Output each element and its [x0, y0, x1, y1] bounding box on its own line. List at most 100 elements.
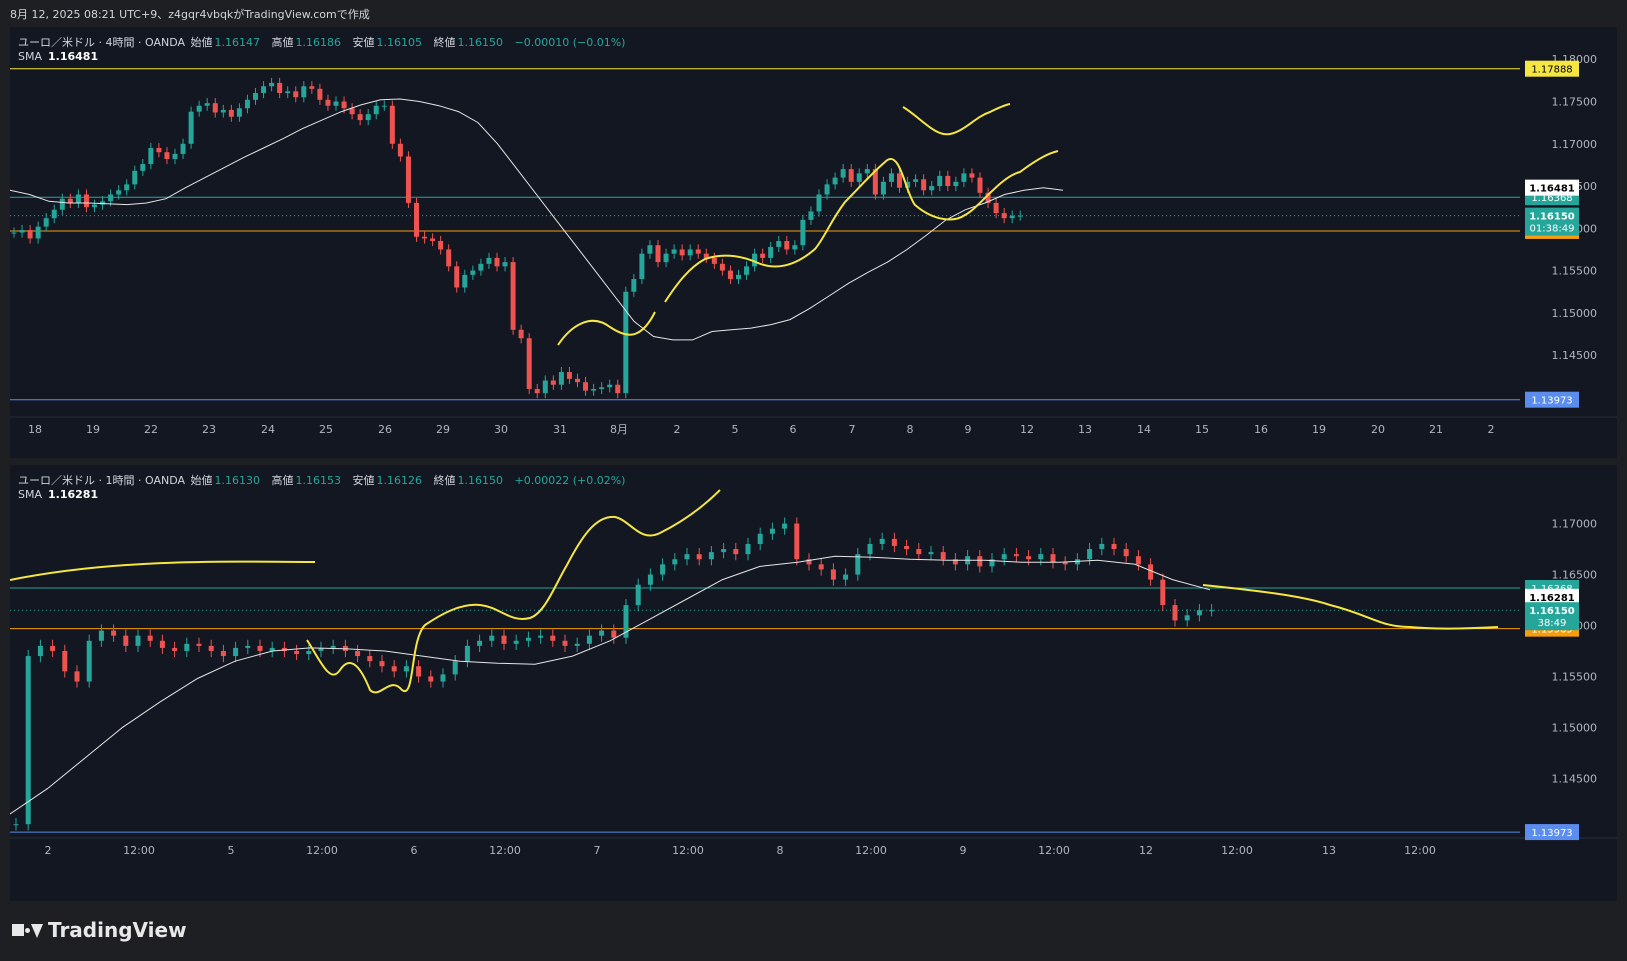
price-tag-countdown: 01:38:49 — [1530, 224, 1575, 235]
candle-body — [921, 179, 927, 191]
candle-body — [333, 101, 339, 106]
candle-body — [929, 186, 935, 191]
candle-body — [422, 236, 428, 239]
candle-body — [855, 554, 861, 575]
candle-body — [13, 824, 19, 826]
candle-body — [11, 232, 17, 234]
freehand-drawing — [306, 489, 721, 694]
candle-body — [293, 91, 299, 98]
candle-body — [477, 640, 483, 646]
candle-body — [494, 257, 500, 267]
chart-4h-canvas[interactable]: 1.180001.175001.170001.165001.160001.155… — [10, 27, 1617, 458]
tradingview-logo[interactable]: TradingView — [12, 918, 187, 942]
sma-legend-4h[interactable]: SMA 1.16481 — [18, 50, 98, 63]
candle-body — [768, 246, 774, 258]
candle-body — [464, 645, 470, 662]
candle-body — [969, 173, 975, 178]
sma-legend-1h[interactable]: SMA 1.16281 — [18, 488, 98, 501]
candle-body — [172, 647, 178, 651]
candle-body — [98, 630, 104, 641]
x-tick-label: 29 — [436, 423, 450, 436]
candle-body — [945, 175, 951, 187]
x-tick-label: 2 — [674, 423, 681, 436]
y-tick-label: 1.17000 — [1552, 138, 1598, 151]
price-line-tag — [1525, 824, 1579, 841]
candle-body — [83, 194, 89, 208]
open-value: 1.16130 — [214, 474, 261, 487]
candle-body — [391, 666, 397, 672]
candle-body — [977, 177, 983, 193]
high-value: 1.16153 — [295, 474, 342, 487]
candle-body — [1001, 213, 1007, 219]
candle-body — [1038, 554, 1044, 560]
candle-body — [1196, 610, 1202, 616]
candle-body — [623, 605, 629, 638]
candle-body — [365, 114, 371, 121]
candle-body — [977, 556, 983, 567]
candle-body — [526, 338, 532, 389]
candle-body — [824, 184, 830, 195]
candle-body — [843, 574, 849, 580]
candle-body — [148, 148, 154, 165]
candle-body — [583, 382, 589, 391]
candle-body — [325, 99, 331, 106]
candle-body — [108, 194, 114, 202]
candle-body — [236, 108, 242, 117]
candle-body — [330, 645, 336, 648]
candle-body — [172, 153, 178, 159]
candle-body — [703, 253, 709, 258]
x-tick-label: 9 — [965, 423, 972, 436]
x-tick-label: 13 — [1078, 423, 1092, 436]
candle-body — [611, 630, 617, 638]
candle-body — [727, 270, 733, 280]
price-tag — [1525, 179, 1579, 196]
x-tick-label: 12 — [1020, 423, 1034, 436]
candle-body — [867, 543, 873, 555]
candle-body — [679, 249, 685, 256]
x-tick-label: 12:00 — [489, 844, 521, 857]
candle-body — [397, 143, 403, 157]
candle-body — [711, 257, 717, 264]
candle-body — [403, 666, 409, 672]
candle-body — [736, 274, 741, 280]
candle-body — [75, 194, 81, 203]
candle-body — [27, 230, 33, 239]
chart-pane-4h[interactable]: 1.180001.175001.170001.165001.160001.155… — [10, 27, 1617, 458]
candle-body — [916, 549, 922, 555]
x-tick-label: 31 — [553, 423, 567, 436]
candle-body — [623, 291, 629, 394]
sma-value: 1.16281 — [48, 488, 99, 501]
y-tick-label: 1.14500 — [1552, 349, 1598, 362]
y-tick-label: 1.17000 — [1552, 518, 1598, 531]
x-tick-label: 24 — [261, 423, 275, 436]
candle-body — [1017, 215, 1023, 217]
close-value: 1.16150 — [457, 474, 504, 487]
candle-body — [196, 643, 202, 646]
y-tick-label: 1.17500 — [1552, 96, 1598, 109]
candle-body — [1135, 556, 1141, 565]
candle-body — [1001, 554, 1007, 560]
candle-body — [92, 204, 97, 208]
freehand-drawing — [10, 560, 316, 581]
candle-body — [794, 523, 800, 560]
x-tick-label: 18 — [28, 423, 42, 436]
candle-body — [1009, 215, 1015, 219]
candle-body — [208, 645, 214, 651]
chart-pane-1h[interactable]: 1.170001.165001.160001.155001.150001.145… — [10, 465, 1617, 901]
candle-body — [1062, 562, 1068, 565]
candle-body — [245, 645, 251, 648]
candle-body — [599, 630, 605, 636]
candle-body — [818, 564, 824, 570]
candle-body — [928, 552, 934, 555]
chart-1h-canvas[interactable]: 1.170001.165001.160001.155001.150001.145… — [10, 465, 1617, 901]
candle-body — [184, 643, 190, 651]
x-tick-label: 14 — [1137, 423, 1151, 436]
candle-body — [440, 674, 446, 682]
y-tick-label: 1.16500 — [1552, 569, 1598, 582]
candle-body — [696, 554, 702, 560]
candle-body — [550, 635, 556, 641]
candle-body — [733, 549, 739, 555]
x-tick-label: 5 — [228, 844, 235, 857]
candle-body — [953, 181, 959, 187]
candle-body — [379, 661, 385, 667]
